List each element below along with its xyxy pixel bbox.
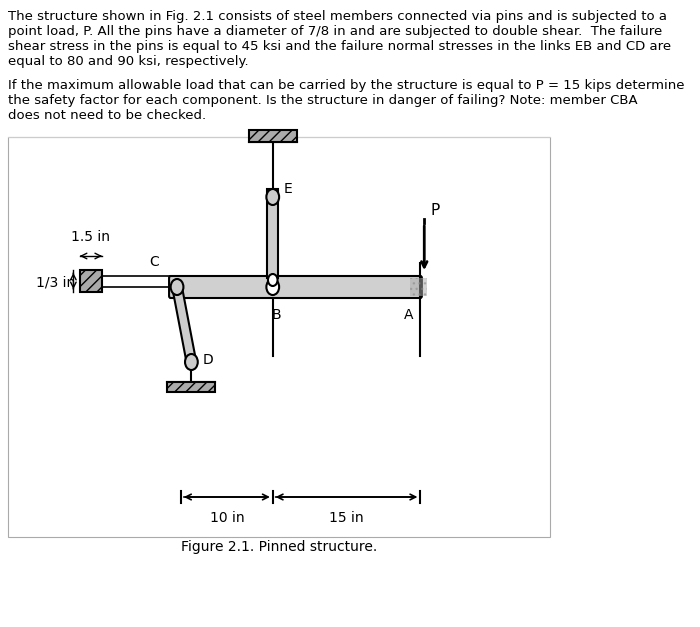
Text: D: D	[202, 353, 214, 367]
Bar	[172, 286, 196, 364]
Text: 1.5 in: 1.5 in	[71, 230, 111, 244]
Circle shape	[171, 279, 183, 295]
Bar	[167, 382, 216, 392]
Circle shape	[185, 354, 198, 370]
Text: P: P	[430, 203, 440, 218]
Circle shape	[267, 189, 279, 205]
Circle shape	[267, 279, 279, 295]
Text: E: E	[284, 182, 293, 196]
Text: If the maximum allowable load that can be carried by the structure is equal to P: If the maximum allowable load that can b…	[8, 79, 685, 122]
Text: A: A	[404, 308, 413, 322]
Bar	[248, 130, 297, 142]
Bar	[8, 137, 550, 537]
Bar	[267, 189, 279, 278]
Text: C: C	[150, 255, 160, 269]
Text: 15 in: 15 in	[329, 511, 364, 525]
Text: B: B	[272, 308, 281, 322]
Bar	[410, 278, 428, 296]
Text: 10 in: 10 in	[209, 511, 244, 525]
FancyBboxPatch shape	[169, 276, 422, 298]
Circle shape	[268, 274, 277, 286]
Bar	[80, 270, 102, 292]
Text: Figure 2.1. Pinned structure.: Figure 2.1. Pinned structure.	[181, 540, 377, 554]
Text: 1/3 in: 1/3 in	[36, 275, 75, 289]
Text: The structure shown in Fig. 2.1 consists of steel members connected via pins and: The structure shown in Fig. 2.1 consists…	[8, 10, 671, 68]
